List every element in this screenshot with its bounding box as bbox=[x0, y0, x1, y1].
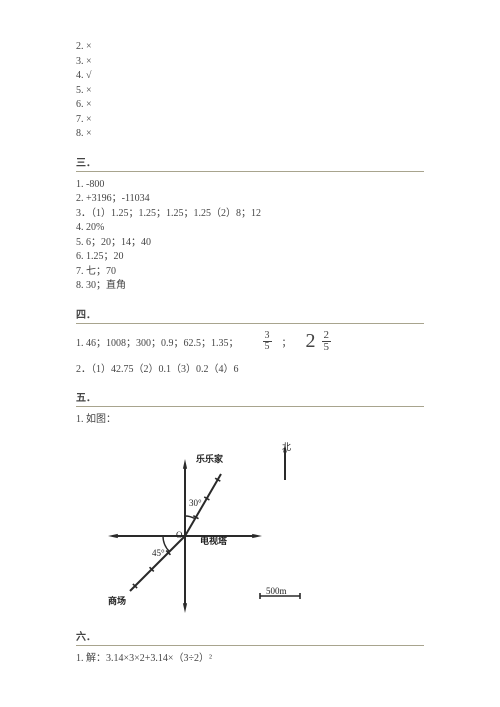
mix-whole: 2 bbox=[306, 330, 316, 353]
s3-item: 6. 1.25；20 bbox=[76, 250, 424, 265]
s6-line1: 1. 解：3.14×3×2+3.14×（3÷2）² bbox=[76, 652, 424, 667]
section-3-heading: 三． bbox=[76, 154, 424, 169]
s3-item: 5. 6；20；14；40 bbox=[76, 236, 424, 251]
divider bbox=[76, 171, 424, 172]
section-6-heading: 六． bbox=[76, 628, 424, 643]
divider bbox=[76, 406, 424, 407]
frac-num: 3 bbox=[263, 331, 272, 342]
s5-line1: 1. 如图： bbox=[76, 413, 424, 428]
mix-num: 2 bbox=[322, 330, 332, 342]
s2-item: 4. √ bbox=[76, 69, 424, 84]
frac-den: 5 bbox=[263, 342, 272, 352]
north-label: 北 bbox=[282, 440, 291, 453]
section-4-block: 1. 46；1008；300；0.9；62.5；1.35； 3 5 ； 2 2 … bbox=[76, 330, 424, 378]
sep: ； bbox=[282, 334, 292, 349]
s3-item: 4. 20% bbox=[76, 221, 424, 236]
s3-item: 1. -800 bbox=[76, 178, 424, 193]
direction-diagram: 北 乐乐家 30° O 电视塔 45° 商场 500m bbox=[90, 436, 320, 616]
section-5-heading: 五． bbox=[76, 389, 424, 404]
angle30-label: 30° bbox=[189, 498, 202, 508]
mix-den: 5 bbox=[322, 342, 332, 353]
mall-label: 商场 bbox=[108, 594, 126, 607]
scale-label: 500m bbox=[266, 586, 287, 596]
origin-label: O bbox=[176, 530, 183, 540]
angle45-label: 45° bbox=[152, 548, 165, 558]
mix-frac: 2 5 bbox=[322, 330, 332, 353]
lele-label: 乐乐家 bbox=[196, 452, 223, 465]
section-3-block: 1. -800 2. +3196；-11034 3．（1）1.25；1.25；1… bbox=[76, 178, 424, 294]
s2-item: 5. × bbox=[76, 84, 424, 99]
divider bbox=[76, 323, 424, 324]
s2-item: 7. × bbox=[76, 113, 424, 128]
section-2-block: 2. × 3. × 4. √ 5. × 6. × 7. × 8. × bbox=[76, 40, 424, 142]
s3-item: 8. 30；直角 bbox=[76, 279, 424, 294]
s2-item: 6. × bbox=[76, 98, 424, 113]
s3-item: 7. 七；70 bbox=[76, 265, 424, 280]
tv-label: 电视塔 bbox=[200, 534, 227, 547]
s2-item: 8. × bbox=[76, 127, 424, 142]
mixed-number: 2 2 5 bbox=[306, 330, 336, 353]
s2-item: 3. × bbox=[76, 55, 424, 70]
fraction: 3 5 bbox=[263, 331, 272, 352]
s3-item: 2. +3196；-11034 bbox=[76, 192, 424, 207]
section-4-heading: 四． bbox=[76, 306, 424, 321]
divider bbox=[76, 645, 424, 646]
s4-line2: 2．（1）42.75（2）0.1（3）0.2（4）6 bbox=[76, 363, 424, 378]
s2-item: 2. × bbox=[76, 40, 424, 55]
s3-item: 3．（1）1.25；1.25；1.25；1.25（2）8；12 bbox=[76, 207, 424, 222]
s4-line1: 1. 46；1008；300；0.9；62.5；1.35； 3 5 ； 2 2 … bbox=[76, 330, 424, 353]
s4-line1-prefix: 1. 46；1008；300；0.9；62.5；1.35； bbox=[76, 334, 239, 349]
